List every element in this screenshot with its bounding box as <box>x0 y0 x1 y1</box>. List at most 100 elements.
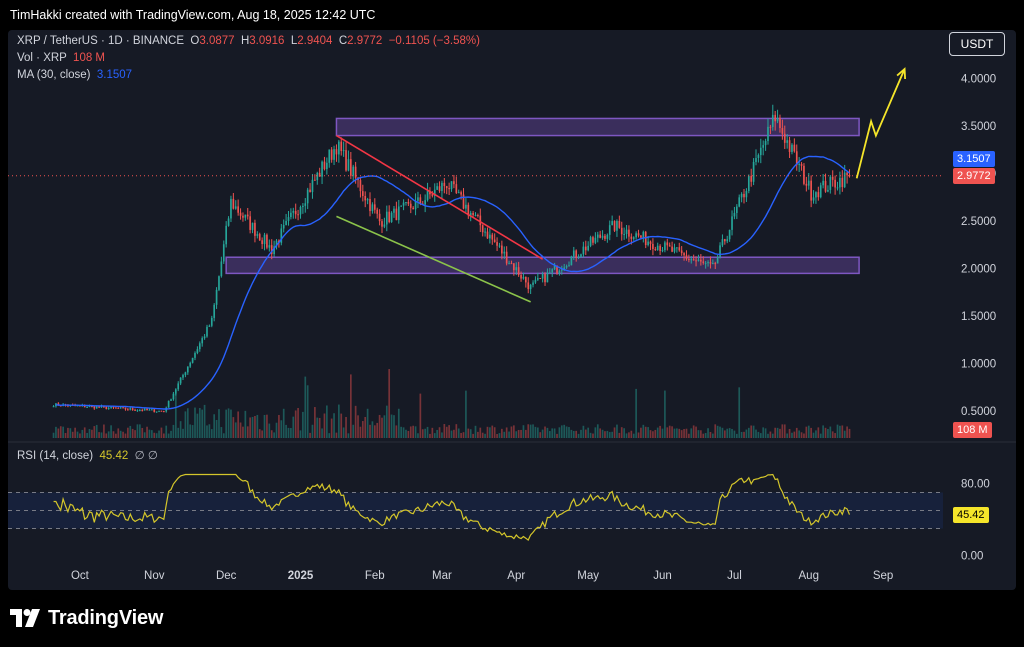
volume-bar <box>680 430 683 438</box>
candle-body <box>700 259 702 262</box>
candle-body <box>484 231 486 233</box>
volume-bar <box>536 427 539 438</box>
candle-body <box>520 275 522 279</box>
candle-body <box>323 161 326 170</box>
volume-bar <box>774 427 777 438</box>
volume-bar <box>515 431 518 438</box>
volume-bar <box>798 430 800 438</box>
candle-body <box>735 206 738 213</box>
candle-body <box>148 409 151 411</box>
candle-body <box>824 180 827 192</box>
candle-body <box>608 225 611 235</box>
candle-body <box>402 202 405 206</box>
volume-bar <box>402 427 405 438</box>
volume-bar <box>831 431 834 438</box>
volume-bar <box>491 425 494 438</box>
candle-body <box>306 189 309 204</box>
candle-body <box>613 221 616 231</box>
volume-bar <box>306 385 309 438</box>
candle-body <box>601 235 604 238</box>
candle-body <box>239 212 242 216</box>
candle-body <box>472 213 474 216</box>
volume-bar <box>752 425 755 438</box>
volume-bar <box>788 428 791 438</box>
candle-body <box>829 176 832 190</box>
volume-bar <box>407 430 410 438</box>
volume-bar <box>836 424 839 438</box>
volume-bar <box>551 428 554 438</box>
rsi-value-tag: 45.42 <box>953 506 989 523</box>
volume-bar <box>294 410 297 438</box>
candle-body <box>273 246 275 255</box>
volume-bar <box>558 427 561 438</box>
volume-bar <box>589 432 592 438</box>
volume-bar <box>484 433 486 438</box>
projection-path[interactable] <box>855 68 906 179</box>
support-trendline[interactable] <box>336 215 531 303</box>
volume-bar <box>354 405 357 438</box>
candle-body <box>803 165 805 184</box>
candle-body <box>556 265 558 274</box>
volume-bar <box>203 404 206 438</box>
candle-body <box>373 204 376 210</box>
volume-bar <box>462 432 465 438</box>
volume-bar <box>640 427 642 438</box>
volume-bar <box>280 420 283 438</box>
volume-bar <box>79 433 81 438</box>
candle-body <box>285 220 287 225</box>
candle-body <box>455 184 458 193</box>
candle-body <box>290 212 292 218</box>
volume-bar <box>498 433 501 438</box>
volume-bar <box>532 424 534 438</box>
candle-body <box>426 190 429 201</box>
volume-bar <box>76 431 79 438</box>
price-tick-label: 3.5000 <box>961 121 996 133</box>
volume-bar <box>668 425 671 438</box>
volume-bar <box>728 428 731 438</box>
volume-bar <box>134 430 136 438</box>
volume-bar <box>261 430 263 438</box>
attribution-text: TimHakki created with TradingView.com, A… <box>10 8 376 22</box>
volume-bar <box>548 431 551 438</box>
candle-body <box>314 179 316 181</box>
candle-body <box>743 193 745 198</box>
volume-bar <box>740 431 743 438</box>
open-value: 3.0877 <box>199 35 235 47</box>
volume-bar <box>302 411 304 438</box>
currency-button[interactable]: USDT <box>949 32 1005 56</box>
volume-bar <box>393 415 395 438</box>
ohlc-legend: XRP / TetherUS · 1D · BINANCE O3.0877 H3… <box>17 35 480 47</box>
volume-bar <box>81 429 84 438</box>
volume-bar <box>62 426 64 438</box>
volume-bar <box>848 428 851 438</box>
chart-frame[interactable]: 4.00003.50003.00002.50002.00001.50001.00… <box>8 30 1016 590</box>
volume-bar <box>465 390 467 438</box>
resistance-trendline[interactable] <box>336 134 544 260</box>
volume-bar <box>357 415 359 438</box>
candle-body <box>839 177 841 188</box>
volume-bar <box>541 429 544 438</box>
volume-bar <box>769 431 772 438</box>
candle-body <box>474 215 477 217</box>
volume-bar <box>738 387 741 438</box>
candle-body <box>127 409 129 411</box>
volume-bar <box>781 424 784 438</box>
candle-body <box>501 245 503 254</box>
volume-bar <box>735 433 738 438</box>
candle-body <box>764 141 767 146</box>
candle-body <box>215 289 218 305</box>
chart-canvas[interactable]: 4.00003.50003.00002.50002.00001.50001.00… <box>8 30 1016 590</box>
volume-bar <box>318 417 321 438</box>
volume-legend: Vol · XRP 108 M <box>17 52 105 64</box>
volume-bar <box>678 428 681 438</box>
volume-bar <box>285 424 287 438</box>
candle-body <box>719 245 721 258</box>
volume-bar <box>513 425 515 438</box>
volume-bar <box>472 433 474 438</box>
candle-body <box>141 409 144 411</box>
volume-bar <box>625 433 628 438</box>
volume-bar <box>129 425 132 438</box>
volume-bar <box>316 417 319 438</box>
volume-bar <box>508 431 510 438</box>
candle-body <box>642 231 645 238</box>
